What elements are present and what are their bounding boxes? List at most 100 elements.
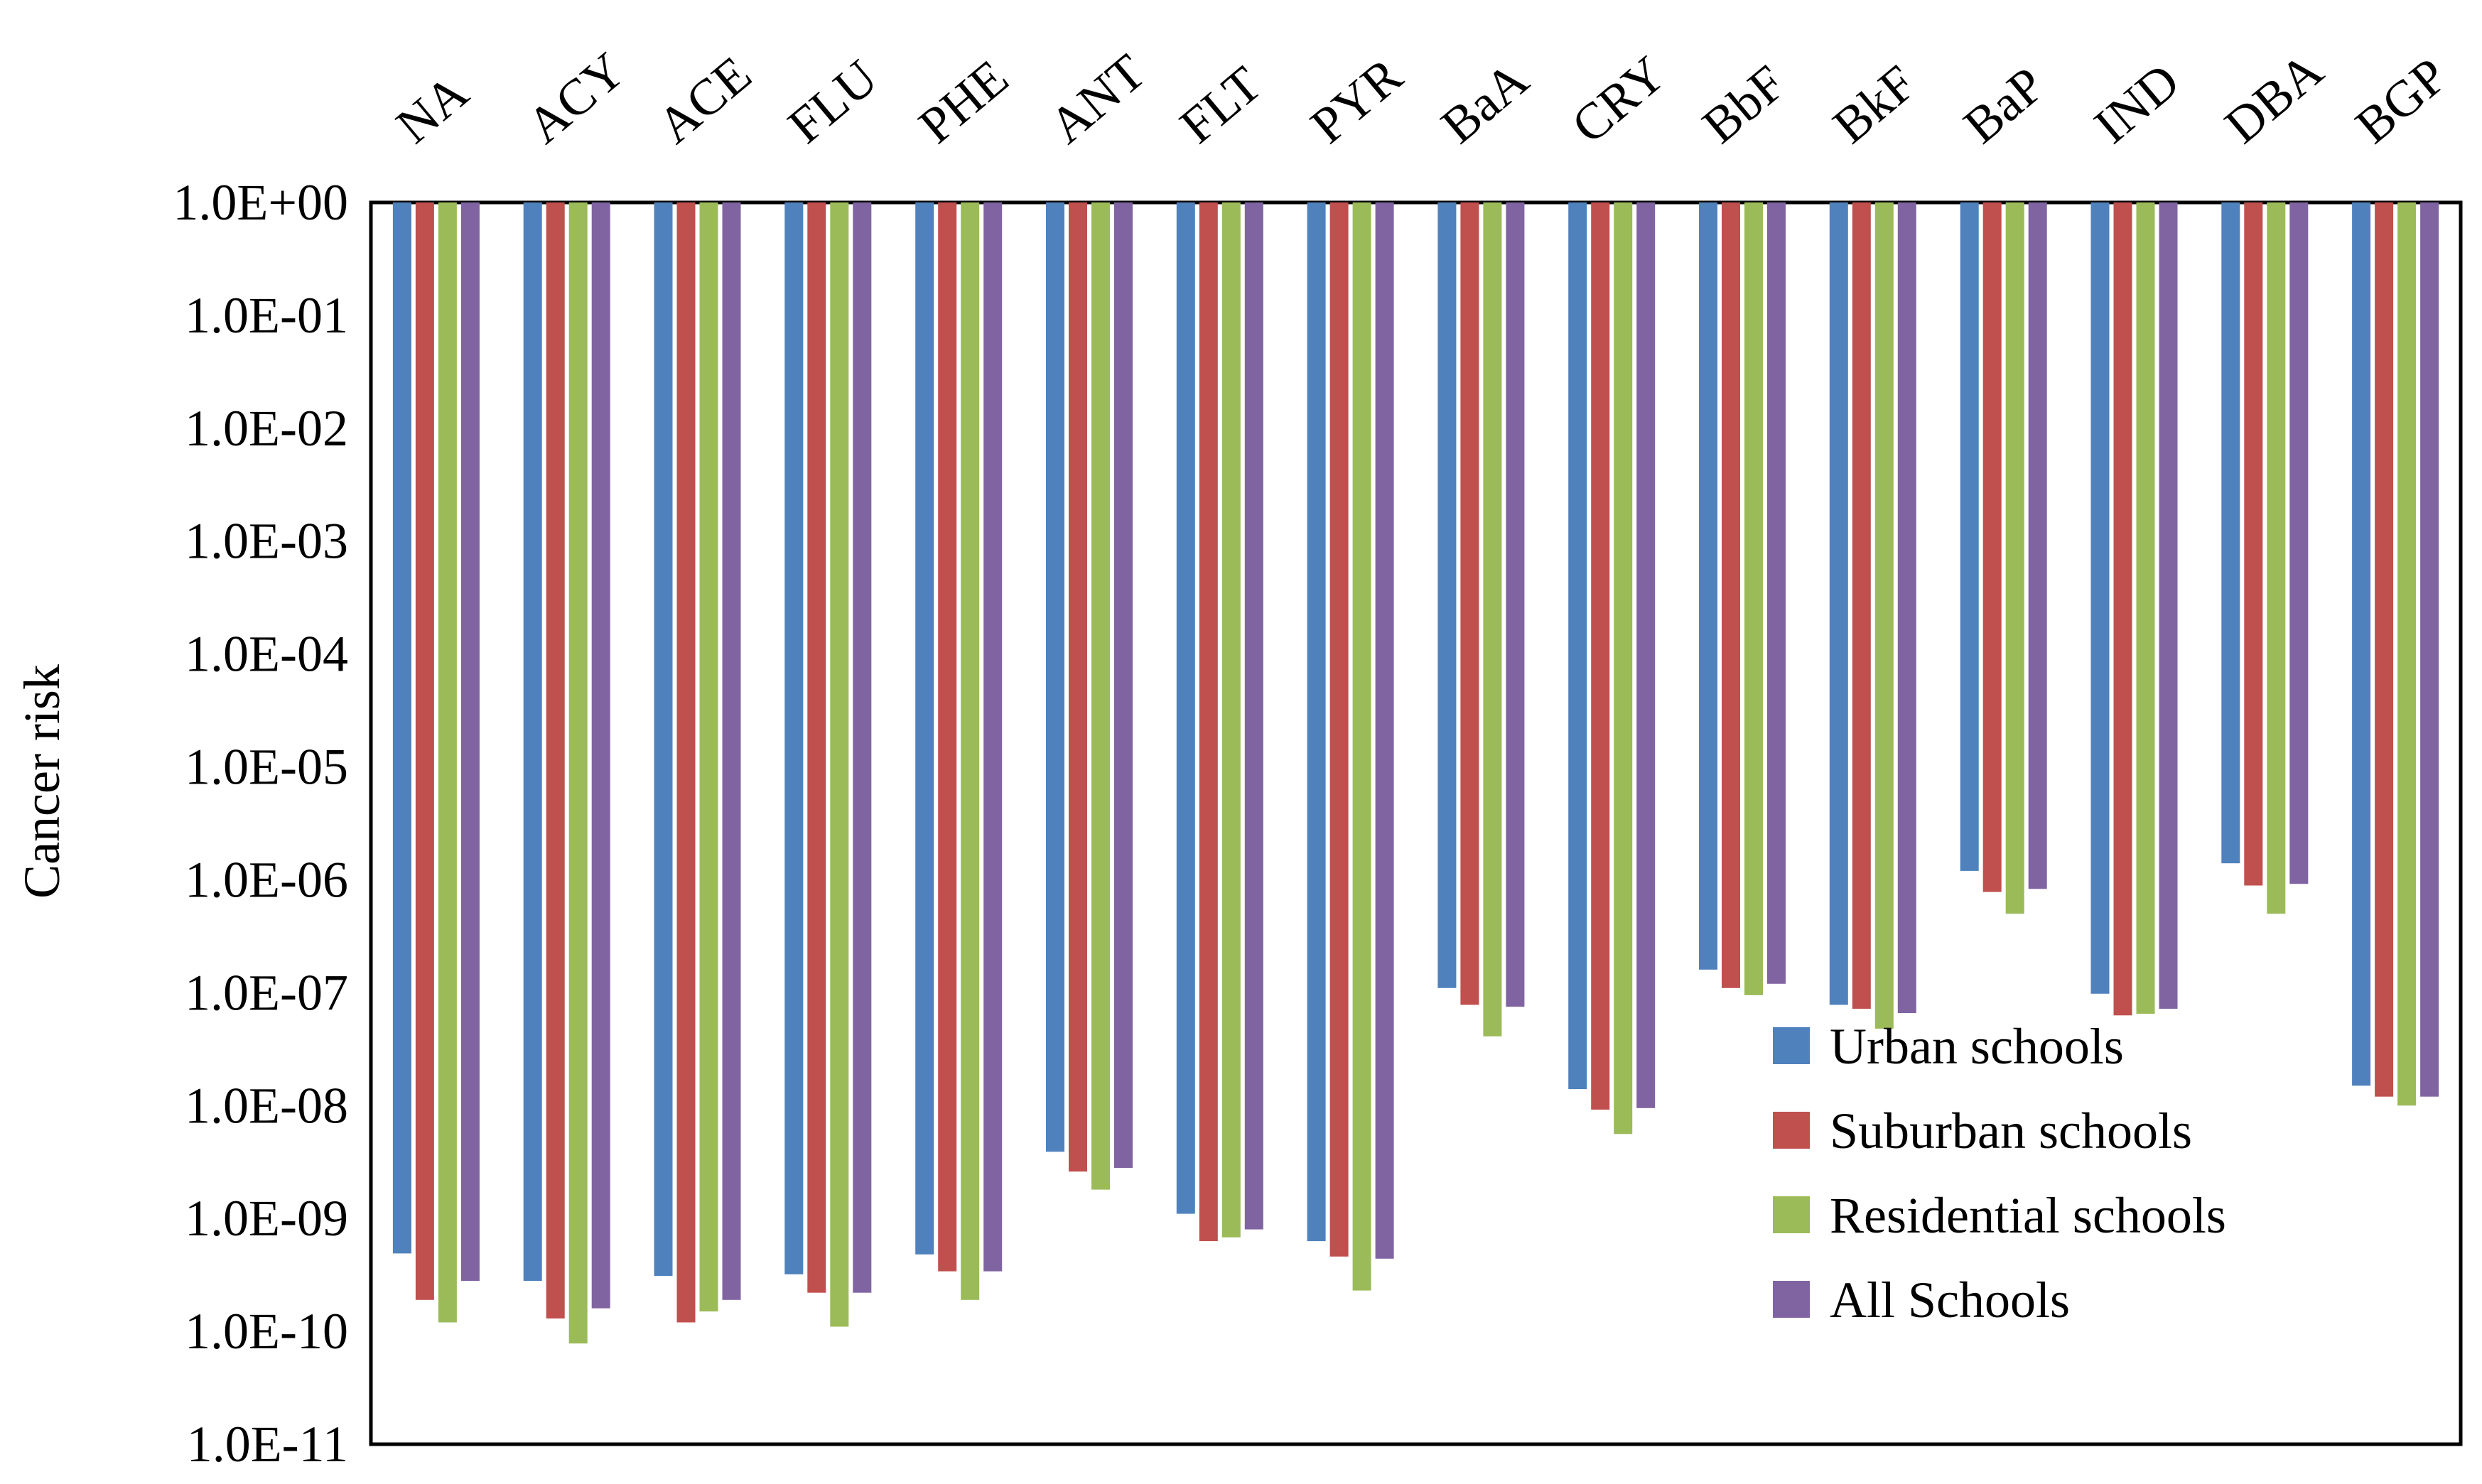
bar-pyr-suburban-schools bbox=[1329, 202, 1349, 1257]
bar-na-all-schools bbox=[460, 202, 480, 1281]
legend-label-residential-schools: Residential schools bbox=[1830, 1187, 2226, 1244]
bar-acy-all-schools bbox=[591, 202, 610, 1309]
bar-phe-suburban-schools bbox=[938, 202, 957, 1272]
bar-phe-all-schools bbox=[983, 202, 1003, 1272]
y-tick-label: 1.0E-02 bbox=[185, 400, 348, 457]
bar-flu-all-schools bbox=[853, 202, 872, 1293]
x-tick-label-cry: CRY bbox=[1561, 45, 1676, 154]
bar-ind-residential-schools bbox=[2136, 202, 2155, 1014]
bar-bbf-all-schools bbox=[1767, 202, 1786, 984]
x-tick-label-ind: IND bbox=[2083, 53, 2189, 155]
bar-ant-suburban-schools bbox=[1069, 202, 1087, 1172]
bar-cry-suburban-schools bbox=[1591, 202, 1610, 1110]
bar-bbf-suburban-schools bbox=[1722, 202, 1740, 988]
bar-cry-residential-schools bbox=[1614, 202, 1633, 1134]
legend-label-all-schools: All Schools bbox=[1830, 1272, 2070, 1328]
bar-pyr-urban-schools bbox=[1307, 202, 1326, 1242]
bar-bap-all-schools bbox=[2028, 202, 2047, 889]
bar-cry-urban-schools bbox=[1568, 202, 1587, 1090]
bar-baa-suburban-schools bbox=[1460, 202, 1479, 1005]
bar-baa-residential-schools bbox=[1483, 202, 1502, 1036]
bar-acy-suburban-schools bbox=[546, 202, 565, 1318]
bar-dba-all-schools bbox=[2289, 202, 2309, 884]
bar-dba-residential-schools bbox=[2267, 202, 2286, 914]
y-tick-label: 1.0E-07 bbox=[185, 964, 348, 1021]
x-tick-label-dba: DBA bbox=[2214, 41, 2333, 154]
x-tick-label-bgp: BGP bbox=[2345, 47, 2458, 154]
bar-flt-urban-schools bbox=[1176, 202, 1195, 1214]
bar-ind-all-schools bbox=[2159, 202, 2178, 1009]
bar-ace-residential-schools bbox=[699, 202, 718, 1312]
bar-bap-urban-schools bbox=[1960, 202, 1979, 871]
bar-na-urban-schools bbox=[392, 202, 411, 1254]
bar-ant-urban-schools bbox=[1046, 202, 1064, 1152]
x-tick-label-bbf: BbF bbox=[1692, 54, 1796, 154]
legend-swatch-urban-schools bbox=[1773, 1027, 1810, 1064]
bar-cry-all-schools bbox=[1636, 202, 1656, 1108]
bar-acy-urban-schools bbox=[523, 202, 542, 1281]
plot-area bbox=[369, 200, 2463, 1446]
y-tick-label: 1.0E+00 bbox=[173, 174, 348, 231]
bar-acy-residential-schools bbox=[568, 202, 588, 1344]
bar-bkf-suburban-schools bbox=[1852, 202, 1871, 1009]
bar-ace-suburban-schools bbox=[676, 202, 696, 1323]
bar-baa-all-schools bbox=[1506, 202, 1525, 1007]
bar-ace-all-schools bbox=[722, 202, 741, 1300]
bar-bbf-urban-schools bbox=[1699, 202, 1717, 970]
bar-dba-suburban-schools bbox=[2244, 202, 2263, 886]
bar-flt-residential-schools bbox=[1221, 202, 1241, 1237]
x-tick-label-ant: ANT bbox=[1039, 43, 1156, 154]
legend-swatch-all-schools bbox=[1773, 1281, 1810, 1318]
bar-bap-suburban-schools bbox=[1982, 202, 2002, 892]
bar-dba-urban-schools bbox=[2221, 202, 2240, 864]
bar-flt-all-schools bbox=[1244, 202, 1263, 1230]
bar-pyr-all-schools bbox=[1375, 202, 1394, 1259]
x-axis-tick-labels: NA ACY ACE FLU PHE ANT FLT PYR BaA CRY BbF BkF BaP IN… bbox=[386, 41, 2458, 154]
bar-ind-urban-schools bbox=[2090, 202, 2110, 994]
bar-flu-suburban-schools bbox=[807, 202, 826, 1293]
legend: Urban schools Suburban schools Residential… bbox=[1773, 1018, 2226, 1328]
y-tick-label: 1.0E-11 bbox=[187, 1416, 348, 1473]
x-tick-label-ace: ACE bbox=[647, 45, 762, 154]
x-tick-label-pyr: PYR bbox=[1300, 47, 1413, 154]
x-tick-label-na: NA bbox=[386, 63, 479, 154]
y-tick-label: 1.0E-04 bbox=[185, 626, 348, 683]
bar-bgp-residential-schools bbox=[2397, 202, 2417, 1106]
bar-bgp-suburban-schools bbox=[2375, 202, 2394, 1097]
y-axis-label: Cancer risk bbox=[14, 664, 70, 899]
x-tick-label-acy: ACY bbox=[517, 41, 636, 154]
bar-flu-urban-schools bbox=[784, 202, 804, 1274]
x-tick-label-baa: BaA bbox=[1430, 50, 1539, 154]
bar-flu-residential-schools bbox=[830, 202, 849, 1327]
bar-baa-urban-schools bbox=[1437, 202, 1457, 988]
y-tick-label: 1.0E-08 bbox=[185, 1077, 348, 1134]
bar-pyr-residential-schools bbox=[1352, 202, 1371, 1291]
bar-ant-all-schools bbox=[1114, 202, 1133, 1169]
bar-flt-suburban-schools bbox=[1199, 202, 1218, 1242]
y-tick-label: 1.0E-09 bbox=[185, 1190, 348, 1247]
y-tick-label: 1.0E-01 bbox=[185, 287, 348, 344]
legend-label-urban-schools: Urban schools bbox=[1830, 1018, 2124, 1075]
y-tick-label: 1.0E-05 bbox=[185, 739, 348, 796]
bars-layer bbox=[392, 202, 2439, 1344]
bar-ant-residential-schools bbox=[1091, 202, 1110, 1190]
y-tick-label: 1.0E-10 bbox=[185, 1303, 348, 1360]
bar-phe-residential-schools bbox=[961, 202, 980, 1300]
bar-bap-residential-schools bbox=[2005, 202, 2024, 914]
x-tick-label-bkf: BkF bbox=[1823, 54, 1926, 154]
bar-bkf-all-schools bbox=[1897, 202, 1916, 1013]
legend-swatch-suburban-schools bbox=[1773, 1112, 1810, 1149]
bar-na-residential-schools bbox=[438, 202, 457, 1323]
bar-bkf-urban-schools bbox=[1829, 202, 1848, 1005]
x-tick-label-flt: FLT bbox=[1170, 55, 1272, 154]
bar-bgp-urban-schools bbox=[2352, 202, 2371, 1086]
x-tick-label-bap: BaP bbox=[1953, 56, 2055, 154]
bar-na-suburban-schools bbox=[415, 202, 434, 1300]
x-tick-label-flu: FLU bbox=[777, 49, 888, 155]
y-tick-label: 1.0E-03 bbox=[185, 513, 348, 570]
bar-bgp-all-schools bbox=[2420, 202, 2439, 1097]
legend-swatch-residential-schools bbox=[1773, 1196, 1810, 1233]
legend-label-suburban-schools: Suburban schools bbox=[1830, 1103, 2192, 1159]
